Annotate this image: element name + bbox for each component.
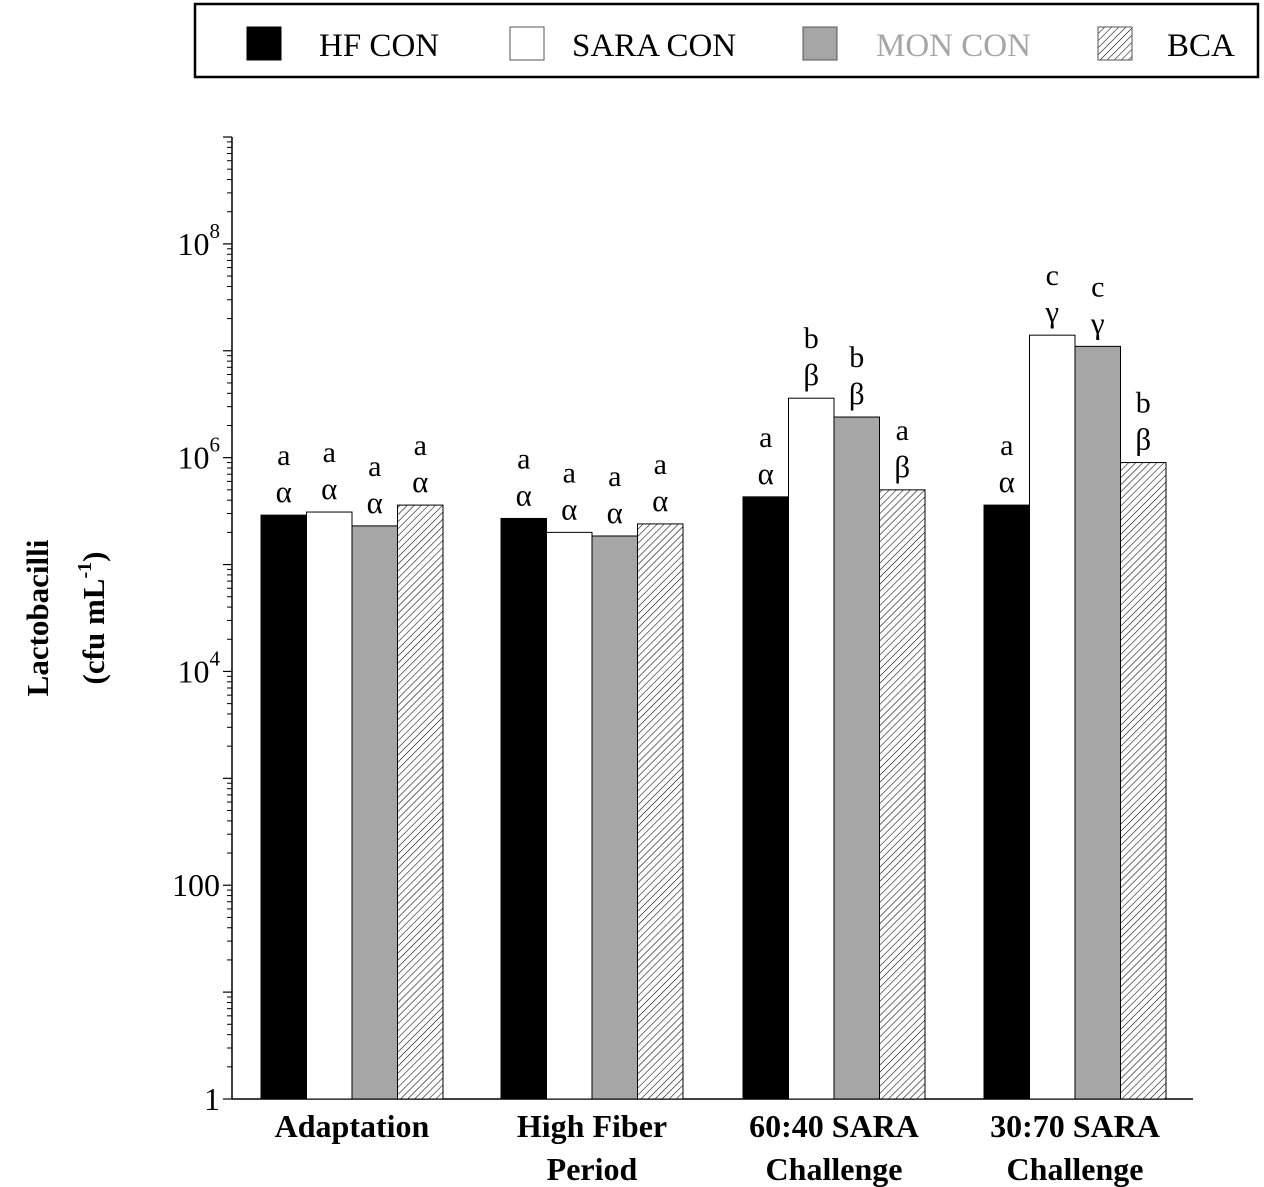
bar-letter-label: a xyxy=(517,442,530,475)
bar xyxy=(879,489,926,1100)
bar-letter-label: a xyxy=(563,456,576,489)
bar-letter-label: a xyxy=(277,439,290,472)
bar xyxy=(1120,462,1167,1100)
bar-letter-label: b xyxy=(1136,387,1151,420)
bar xyxy=(637,523,684,1100)
y-tick-label: 104 xyxy=(178,646,221,689)
bar-greek-label: β xyxy=(894,449,910,484)
bar-letter-label: a xyxy=(759,421,772,454)
x-category-label: Adaptation xyxy=(275,1108,430,1144)
x-category-label: High Fiber xyxy=(517,1108,667,1144)
bar-letter-label: a xyxy=(896,414,909,447)
legend: HF CON SARA CON MON CON BCA xyxy=(193,2,1260,79)
bar xyxy=(500,517,547,1100)
bar xyxy=(1074,345,1121,1100)
legend-box xyxy=(193,2,1260,79)
x-category-label: Challenge xyxy=(1007,1151,1144,1187)
legend-swatch-1 xyxy=(246,26,282,61)
bar-greek-label: γ xyxy=(1090,305,1105,340)
legend-label-1: HF CON xyxy=(319,28,439,64)
x-category-label: Period xyxy=(547,1151,638,1187)
bar-letter-label: a xyxy=(414,429,427,462)
bar-letter-label: b xyxy=(849,341,864,374)
y-tick-label: 106 xyxy=(178,433,221,476)
bar-greek-label: α xyxy=(607,495,623,530)
bar-letter-label: c xyxy=(1046,259,1059,292)
bar-letter-label: a xyxy=(1000,429,1013,462)
bar-greek-label: β xyxy=(1135,422,1151,457)
x-category-label: 60:40 SARA xyxy=(749,1108,919,1144)
bar xyxy=(833,416,880,1100)
legend-label-4: BCA xyxy=(1167,28,1235,64)
bar-greek-label: α xyxy=(516,477,532,512)
bar-greek-label: α xyxy=(367,485,383,520)
bar-greek-label: α xyxy=(276,474,292,509)
bar xyxy=(306,511,353,1100)
bar-greek-label: α xyxy=(561,491,577,526)
bar xyxy=(260,514,307,1100)
legend-label-2: SARA CON xyxy=(572,28,736,64)
bar-greek-label: β xyxy=(803,357,819,392)
y-axis-title-line2: (cfu mL-1) xyxy=(74,552,111,685)
x-category-label: Challenge xyxy=(766,1151,903,1187)
bar-greek-label: α xyxy=(652,483,668,518)
bar-letter-label: a xyxy=(368,450,381,483)
bar xyxy=(397,504,444,1100)
bar xyxy=(742,496,789,1100)
bar xyxy=(591,535,638,1100)
bar xyxy=(788,397,835,1100)
y-tick-label: 1 xyxy=(204,1081,220,1117)
y-axis-title: Lactobacilli (cfu mL-1) xyxy=(20,539,111,696)
bar-letter-label: a xyxy=(323,436,336,469)
bar-greek-label: α xyxy=(321,471,337,506)
bar-greek-label: α xyxy=(412,464,428,499)
legend-swatch-2 xyxy=(509,26,545,61)
y-tick-label: 108 xyxy=(178,219,221,262)
y-tick-label: 100 xyxy=(172,867,220,903)
bar-letter-label: a xyxy=(654,448,667,481)
legend-label-3: MON CON xyxy=(876,28,1031,64)
bar xyxy=(983,504,1030,1100)
bar-letter-label: c xyxy=(1091,270,1104,303)
bar-greek-label: γ xyxy=(1044,294,1059,329)
bar xyxy=(1029,334,1076,1100)
bar-letter-label: b xyxy=(804,322,819,355)
x-category-label: 30:70 SARA xyxy=(990,1108,1160,1144)
bar xyxy=(351,525,398,1100)
bar-letter-label: a xyxy=(608,460,621,493)
legend-swatch-4 xyxy=(1097,26,1133,61)
bar-greek-label: β xyxy=(849,376,865,411)
y-axis-title-line1: Lactobacilli xyxy=(20,539,55,696)
bar-greek-label: α xyxy=(999,464,1015,499)
bar xyxy=(546,531,593,1100)
legend-swatch-3 xyxy=(802,26,838,61)
bar-greek-label: α xyxy=(758,456,774,491)
